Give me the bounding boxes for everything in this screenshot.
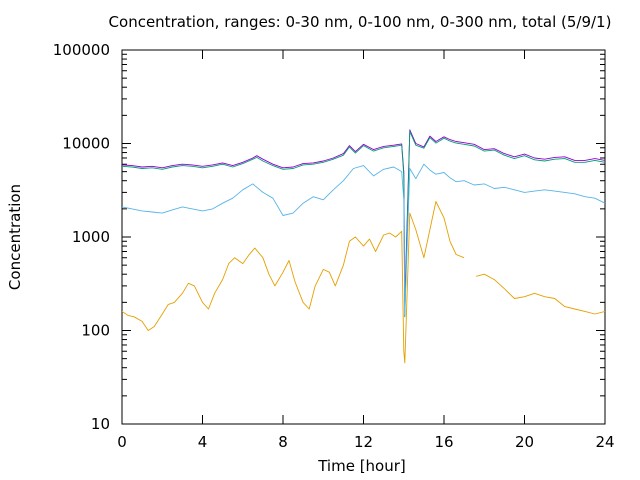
- series-line-3: [121, 163, 606, 315]
- plot-frame: [121, 49, 606, 425]
- y-axis: 10 100 1000 10000 100000: [53, 41, 605, 433]
- y-tick-label: 10: [91, 415, 110, 433]
- x-tick-label: 0: [117, 433, 127, 451]
- x-tick-label: 4: [198, 433, 208, 451]
- series-line-1: [121, 129, 606, 303]
- y-tick-label: 100000: [53, 41, 110, 59]
- series-line-4: [121, 201, 606, 364]
- y-tick-label: 100: [81, 322, 110, 340]
- series-group: [121, 129, 606, 364]
- x-tick-label: 12: [354, 433, 373, 451]
- series-line-2: [121, 130, 606, 318]
- x-tick-label: 20: [515, 433, 534, 451]
- x-tick-label: 16: [434, 433, 453, 451]
- x-axis-label: Time [hour]: [317, 457, 406, 475]
- x-axis: 0 4 8 12 16 20 24: [117, 50, 615, 451]
- y-axis-label: Concentration: [6, 184, 24, 290]
- y-tick-label: 1000: [72, 228, 110, 246]
- y-tick-label: 10000: [62, 135, 110, 153]
- chart-title: Concentration, ranges: 0-30 nm, 0-100 nm…: [109, 13, 612, 31]
- x-tick-label: 8: [278, 433, 288, 451]
- x-tick-label: 24: [595, 433, 614, 451]
